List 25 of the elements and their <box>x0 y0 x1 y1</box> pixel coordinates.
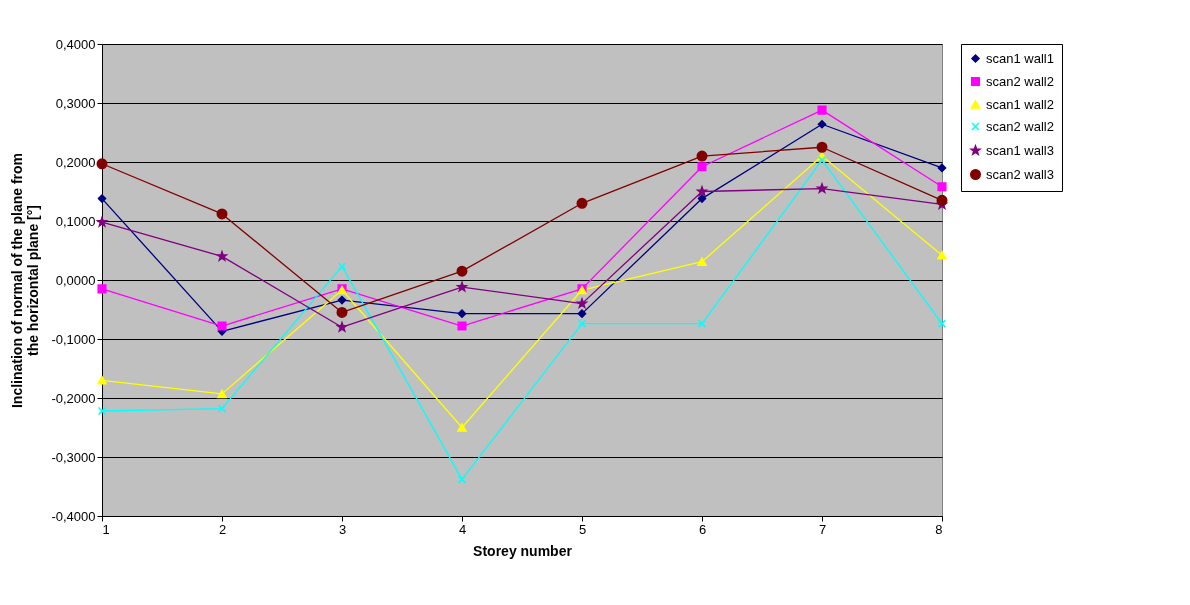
legend-label: scan1 wall3 <box>986 142 1054 158</box>
x-tick-label: 8 <box>935 521 943 537</box>
x-tick-label: 5 <box>578 521 587 537</box>
y-tick-label: 0,4000 <box>55 36 96 52</box>
y-tick-label: -0,2000 <box>51 390 96 406</box>
legend-label: scan2 wall2 <box>986 73 1054 89</box>
legend-label: scan1 wall2 <box>986 96 1054 112</box>
x-tick-label: 4 <box>458 521 467 537</box>
x-axis-title: Storey number <box>473 542 573 559</box>
x-tick-label: 2 <box>218 521 227 537</box>
y-tick-label: -0,3000 <box>51 449 96 465</box>
y-tick-label: 0,0000 <box>55 272 96 288</box>
legend-label: scan1 wall1 <box>986 50 1054 66</box>
x-tick-label: 7 <box>818 521 827 537</box>
y-tick-label: -0,1000 <box>51 331 96 347</box>
y-tick-label: 0,1000 <box>55 213 96 229</box>
x-tick-label: 3 <box>338 521 347 537</box>
legend-label: scan2 wall2 <box>986 118 1054 134</box>
y-tick-label: 0,3000 <box>55 95 96 111</box>
legend-label: scan2 wall3 <box>986 166 1054 182</box>
y-axis-title: Inclination of normal of the plane from the horizontal plane [°] <box>9 152 42 409</box>
y-tick-label: 0,2000 <box>55 154 96 170</box>
y-tick-label: -0,4000 <box>51 508 96 524</box>
x-tick-label: 1 <box>102 521 110 537</box>
x-tick-label: 6 <box>698 521 707 537</box>
